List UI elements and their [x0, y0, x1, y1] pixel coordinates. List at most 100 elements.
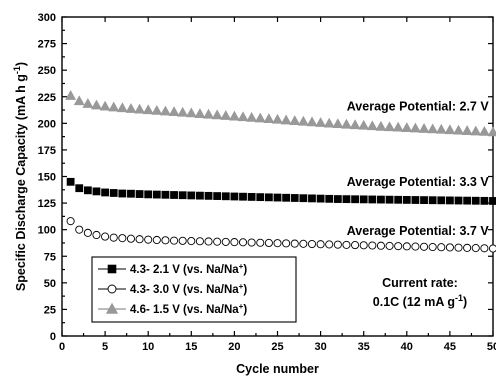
square-marker [333, 195, 342, 203]
circle-marker [238, 238, 248, 247]
triangle-marker [289, 115, 301, 125]
legend-entry-main: 4.3- 3.0 V (vs. Na/Na [130, 284, 239, 296]
y-tick-label: 50 [44, 278, 56, 290]
y-axis-title-sup: -1 [12, 66, 22, 74]
circle-marker [109, 233, 118, 242]
circle-marker [144, 235, 153, 244]
series-layer [65, 90, 496, 253]
y-axis-title: Specific Discharge Capacity (mA h g-1) [12, 62, 28, 291]
triangle-marker [384, 121, 396, 132]
legend-circle-marker [107, 284, 117, 294]
x-tick-label: 30 [314, 341, 326, 353]
circle-marker [178, 236, 187, 245]
triangle-marker [108, 101, 120, 112]
y-tick-label: 250 [38, 65, 56, 77]
triangle-marker [185, 107, 197, 118]
circle-marker [445, 243, 454, 252]
triangle-marker [323, 117, 335, 128]
legend: 4.3- 2.1 V (vs. Na/Na+) 4.3- 3.0 V (vs. N… [91, 256, 297, 323]
y-tick-label: 75 [44, 251, 56, 263]
triangle-marker [315, 117, 327, 127]
square-marker [299, 194, 308, 203]
triangle-marker [99, 100, 111, 111]
triangle-marker [82, 98, 94, 108]
triangle-marker [280, 114, 292, 125]
square-marker [101, 188, 109, 197]
square-marker [264, 193, 273, 202]
circle-marker [126, 234, 136, 243]
square-marker [118, 189, 127, 198]
triangle-marker [487, 126, 496, 137]
square-marker [221, 192, 230, 201]
triangle-marker [470, 125, 482, 136]
circle-marker [230, 238, 239, 247]
circle-marker [213, 237, 222, 246]
y-tick-label: 200 [38, 118, 56, 130]
circle-marker [75, 225, 84, 234]
triangle-marker [159, 105, 171, 116]
x-axis-title: Cycle number [236, 362, 319, 376]
circle-marker [480, 244, 489, 253]
square-marker [359, 195, 368, 204]
x-tick-label: 45 [444, 341, 456, 353]
triangle-marker [435, 123, 447, 134]
circle-marker [247, 238, 256, 247]
circle-marker [342, 240, 351, 249]
square-marker [290, 194, 299, 202]
square-marker [377, 195, 385, 204]
square-marker [471, 196, 480, 205]
circle-marker [307, 239, 317, 249]
triangle-marker [478, 125, 490, 136]
triangle-marker [177, 106, 189, 117]
square-marker [437, 196, 446, 205]
square-marker [489, 197, 496, 205]
legend-entry: 4.3- 3.0 V (vs. Na/Na+) [130, 282, 247, 297]
square-marker [66, 177, 75, 186]
legend-entry: 4.6- 1.5 V (vs. Na/Na+) [130, 302, 247, 317]
y-tick-label: 225 [38, 92, 56, 104]
triangle-marker [116, 102, 128, 113]
circle-marker [419, 242, 429, 251]
triangle-marker [134, 103, 146, 114]
circle-marker [488, 244, 496, 253]
square-marker [308, 194, 316, 203]
x-tick-label: 20 [228, 341, 240, 353]
triangle-marker [151, 104, 163, 115]
triangle-marker [142, 104, 154, 115]
square-marker [256, 193, 265, 202]
y-tick-label: 125 [38, 198, 56, 210]
legend-entry-main: 4.3- 2.1 V (vs. Na/Na [130, 264, 239, 276]
x-tick-label: 25 [271, 341, 283, 353]
average-potential-label: Average Potential: 3.7 V [347, 224, 490, 238]
circle-marker [221, 237, 230, 246]
triangle-marker [418, 123, 430, 133]
x-tick-label: 40 [401, 341, 413, 353]
triangle-marker [366, 120, 378, 131]
triangle-marker [392, 121, 404, 132]
triangle-marker [297, 115, 309, 126]
circle-marker [170, 236, 179, 245]
triangle-marker [306, 116, 318, 127]
current-rate-value-main: 0.1C (12 mA g [373, 295, 455, 309]
square-marker [75, 184, 84, 193]
y-axis-title-main: Specific Discharge Capacity (mA h g [14, 74, 28, 291]
triangle-marker [461, 125, 473, 135]
square-marker [420, 196, 428, 205]
triangle-marker [358, 119, 370, 130]
legend-entry-sup: + [239, 282, 244, 291]
square-marker [282, 193, 291, 202]
circle-marker [385, 241, 394, 250]
legend-entry-tail: ) [243, 304, 247, 316]
square-marker [92, 187, 101, 196]
series-3 [65, 90, 496, 137]
series-2 [66, 217, 496, 253]
triangle-marker [246, 111, 258, 122]
triangle-marker [203, 108, 214, 119]
y-tick-label: 25 [44, 304, 56, 316]
square-marker [446, 196, 454, 205]
triangle-marker [220, 110, 232, 120]
annotations: Average Potential: 2.7 V Average Potentia… [347, 100, 490, 238]
circle-marker [204, 237, 213, 246]
